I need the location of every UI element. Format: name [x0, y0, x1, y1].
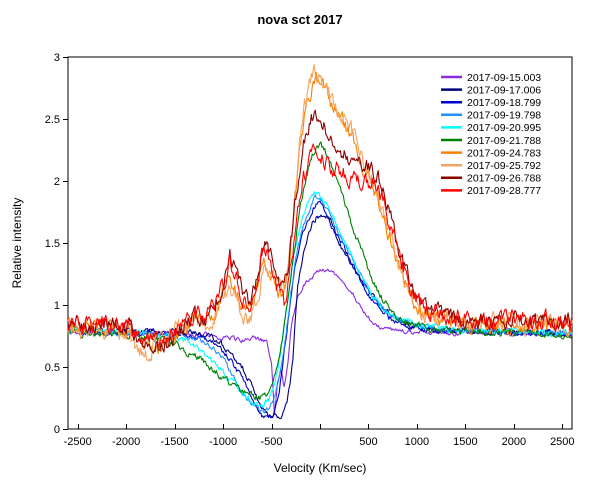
series-line-2017-09-19.798: [67, 194, 573, 414]
x-tick-label: 1000: [405, 436, 429, 448]
x-tick-label: -500: [261, 436, 283, 448]
x-tick-label: 500: [359, 436, 377, 448]
legend-item: 2017-09-21.788: [441, 135, 541, 147]
legend-label: 2017-09-15.003: [467, 72, 541, 84]
series-line-2017-09-17.006: [68, 214, 573, 420]
x-tick-label: 2000: [502, 436, 526, 448]
legend-item: 2017-09-18.799: [441, 97, 541, 109]
y-tick-label: 2.5: [45, 114, 60, 126]
legend-item: 2017-09-19.798: [441, 110, 541, 122]
x-tick-label: 2500: [550, 436, 574, 448]
legend-item: 2017-09-28.777: [441, 185, 541, 197]
legend-label: 2017-09-26.788: [467, 173, 541, 185]
y-tick-label: 1.5: [45, 238, 60, 250]
legend-label: 2017-09-19.798: [467, 110, 541, 122]
x-tick-label: -2500: [64, 436, 92, 448]
series-line-2017-09-20.995: [67, 191, 573, 408]
axis-ticks: -2500 -2000 -1500 -1000 -500 500 1000 1500 2000 2…: [45, 52, 575, 448]
series-line-2017-09-28.777: [67, 143, 573, 348]
legend-item: 2017-09-26.788: [441, 173, 541, 185]
series-line-2017-09-21.788: [67, 141, 573, 401]
y-tick-label: 0.5: [45, 362, 60, 374]
y-tick-label: 2: [54, 176, 60, 188]
legend: 2017-09-15.0032017-09-17.0062017-09-18.7…: [441, 72, 541, 197]
legend-item: 2017-09-20.995: [441, 122, 541, 134]
y-tick-label: 1: [54, 300, 60, 312]
legend-label: 2017-09-24.783: [467, 147, 541, 159]
legend-label: 2017-09-18.799: [467, 97, 541, 109]
x-tick-label: 1500: [453, 436, 477, 448]
series-line-2017-09-18.799: [67, 200, 573, 419]
series-lines: [67, 63, 573, 420]
x-tick-label: -1500: [161, 436, 189, 448]
legend-label: 2017-09-21.788: [467, 135, 541, 147]
legend-item: 2017-09-17.006: [441, 84, 541, 96]
chart-title: nova sct 2017: [257, 12, 343, 27]
y-tick-label: 0: [54, 424, 60, 436]
legend-label: 2017-09-25.792: [467, 160, 541, 172]
series-line-2017-09-15.003: [67, 268, 573, 415]
legend-label: 2017-09-20.995: [467, 122, 541, 134]
x-tick-label: -1000: [209, 436, 237, 448]
y-tick-label: 3: [54, 52, 60, 64]
x-tick-label: -2000: [112, 436, 140, 448]
x-axis-label: Velocity (Km/sec): [273, 461, 367, 475]
legend-item: 2017-09-15.003: [441, 72, 541, 84]
legend-item: 2017-09-25.792: [441, 160, 541, 172]
legend-item: 2017-09-24.783: [441, 147, 541, 159]
series-line-2017-09-26.788: [67, 109, 573, 354]
legend-label: 2017-09-28.777: [467, 185, 541, 197]
legend-label: 2017-09-17.006: [467, 84, 541, 96]
